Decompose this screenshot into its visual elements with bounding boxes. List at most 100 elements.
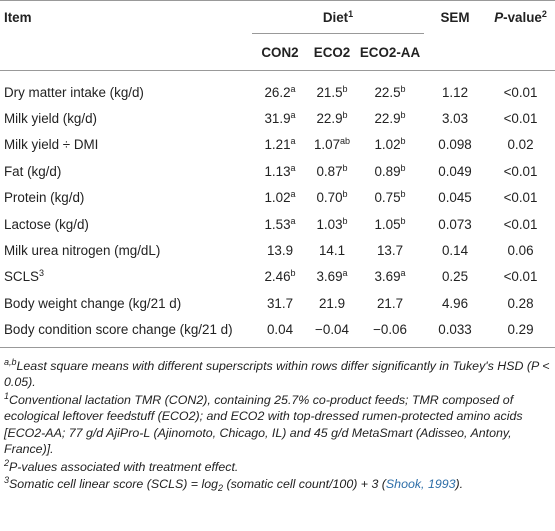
cell: 3.03 — [441, 111, 469, 127]
sub-text: 2 — [218, 483, 224, 494]
text: 1.02 — [374, 137, 401, 153]
superscript: 3 — [38, 268, 44, 279]
cell: 0.14 — [441, 243, 469, 259]
cell: 0.04 — [252, 316, 308, 348]
cell: 14.1 — [318, 243, 346, 259]
row-label: Fat (kg/d) — [4, 163, 62, 179]
superscript: b — [400, 189, 406, 200]
cell: 0.87b — [308, 158, 356, 184]
text: 1.13 — [264, 163, 291, 179]
superscript: a — [290, 136, 296, 147]
text: 1.21 — [264, 137, 291, 153]
superscript: b — [342, 83, 348, 94]
cell: 13.9 — [266, 243, 294, 259]
superscript: a — [290, 110, 296, 121]
text: ). — [455, 477, 464, 492]
cell: 21.7 — [376, 295, 404, 311]
cell: <0.01 — [503, 163, 538, 179]
superscript: 1 — [348, 8, 354, 19]
cell: 0.045 — [438, 190, 472, 206]
cell: 31.7 — [266, 295, 294, 311]
text: 3.69 — [316, 269, 343, 285]
cell: <0.01 — [503, 216, 538, 232]
cell: 31.9a — [252, 105, 308, 131]
text: 21.5 — [316, 84, 343, 100]
table-row: Protein (kg/d) 1.02a 0.70b 0.75b 0.045 <0.01 — [0, 185, 555, 211]
table-body: Dry matter intake (kg/d) 26.2a 21.5b 22.5b 1… — [0, 71, 555, 348]
text: P-values associated with treatment effec… — [9, 459, 239, 474]
cell: 0.25 — [441, 269, 469, 285]
cell: 0.29 — [486, 316, 555, 348]
cell: 1.02b — [356, 132, 424, 158]
cell: 22.9b — [356, 105, 424, 131]
sup-text: 2 — [4, 457, 10, 468]
text: 22.9 — [316, 111, 343, 127]
cell: <0.01 — [503, 84, 538, 100]
header-diet-name: ECO2 — [308, 33, 356, 71]
row-label: SCLS3 — [0, 264, 252, 290]
text: 2.46 — [264, 269, 291, 285]
text: 1.02 — [264, 190, 291, 206]
cell: 0.75b — [356, 185, 424, 211]
row-label: Milk urea nitrogen (mg/dL) — [4, 243, 161, 259]
cell: 0.049 — [438, 163, 472, 179]
header-diet-name: CON2 — [252, 33, 308, 71]
cell: 0.033 — [424, 316, 487, 348]
row-label: Milk yield ÷ DMI — [4, 137, 99, 153]
sup-text: a,b — [4, 356, 17, 367]
italic-text: P — [494, 9, 504, 25]
cell: 13.7 — [376, 243, 404, 259]
data-table: Item Diet1 SEM P-value2 CON2 ECO2 ECO2-A… — [0, 0, 555, 348]
table-row: Milk urea nitrogen (mg/dL) 13.9 14.1 13.7 0.… — [0, 237, 555, 263]
cell: 0.02 — [507, 137, 534, 153]
header-item: Item — [0, 0, 252, 34]
footnote: 2P-values associated with treatment effe… — [4, 457, 551, 476]
text: SCLS — [4, 269, 39, 285]
header-pvalue: P-value2 — [486, 0, 555, 34]
table-row: SCLS3 2.46b 3.69a 3.69a 0.25 <0.01 — [0, 264, 555, 290]
text: 26.2 — [264, 84, 291, 100]
row-label: Dry matter intake (kg/d) — [4, 84, 144, 100]
superscript: b — [400, 110, 406, 121]
cell: 4.96 — [441, 295, 469, 311]
text: 0.75 — [374, 190, 401, 206]
text: 31.9 — [264, 111, 291, 127]
text: 0.89 — [374, 163, 401, 179]
cell: 21.9 — [318, 295, 346, 311]
superscript: ab — [340, 136, 351, 147]
superscript: b — [400, 215, 406, 226]
table-row: Fat (kg/d) 1.13a 0.87b 0.89b 0.049 <0.01 — [0, 158, 555, 184]
superscript: a — [290, 162, 296, 173]
superscript: a — [290, 189, 296, 200]
superscript: a — [342, 268, 348, 279]
text: Somatic cell linear score (SCLS) = log — [9, 477, 219, 492]
cell: 21.5b — [308, 71, 356, 106]
text: 1.05 — [374, 216, 401, 232]
text: Least square means with different supers… — [4, 358, 550, 390]
text: Diet — [322, 9, 349, 25]
superscript: a — [400, 268, 406, 279]
superscript: a — [290, 215, 296, 226]
text: (somatic cell count/100) + 3 ( — [223, 477, 386, 492]
cell: 0.06 — [507, 243, 534, 259]
superscript: b — [400, 83, 406, 94]
cell: 1.53a — [252, 211, 308, 237]
cell: −0.04 — [308, 316, 356, 348]
text: 1.03 — [316, 216, 343, 232]
superscript: b — [400, 162, 406, 173]
superscript: b — [342, 162, 348, 173]
table-row: Lactose (kg/d) 1.53a 1.03b 1.05b 0.073 <0.01 — [0, 211, 555, 237]
cell: 1.05b — [356, 211, 424, 237]
superscript: a — [290, 83, 296, 94]
cell: 1.21a — [252, 132, 308, 158]
table-row: Body weight change (kg/21 d) 31.7 21.9 21.7… — [0, 290, 555, 316]
cell: 0.89b — [356, 158, 424, 184]
text: 0.87 — [316, 163, 343, 179]
cell: 22.5b — [356, 71, 424, 106]
sup-text: 1 — [4, 390, 10, 401]
cell: 1.03b — [308, 211, 356, 237]
cell: 3.69a — [308, 264, 356, 290]
cell: 0.098 — [438, 137, 472, 153]
row-label: Protein (kg/d) — [4, 190, 85, 206]
